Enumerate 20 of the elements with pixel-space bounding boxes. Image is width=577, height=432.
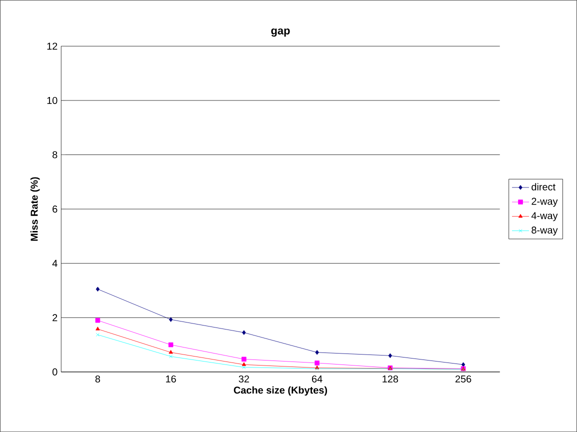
y-tick-label: 6 [52,205,58,213]
y-tick-label: 10 [47,96,58,104]
chart-title: gap [271,28,290,37]
legend-label: 2-way [532,198,558,207]
x-tick-label: 256 [455,375,472,382]
y-tick-label: 4 [52,260,58,267]
x-tick-label: 32 [238,375,249,382]
x-tick-label: 64 [312,375,322,382]
y-tick-label: 2 [52,314,58,322]
x-axis-title: Cache size (Kbytes) [234,386,328,396]
y-tick-label: 0 [52,368,58,376]
legend-label: direct [532,183,556,190]
x-tick-label: 16 [166,375,176,382]
y-axis-title: Miss Rate (%) [30,177,40,241]
legend-label: 8-way [532,226,558,236]
x-tick-label: 8 [95,375,100,382]
y-tick-label: 8 [52,151,58,158]
x-tick-label: 128 [382,375,398,382]
y-tick-label: 12 [47,42,58,50]
legend-label: 4-way [531,212,558,222]
